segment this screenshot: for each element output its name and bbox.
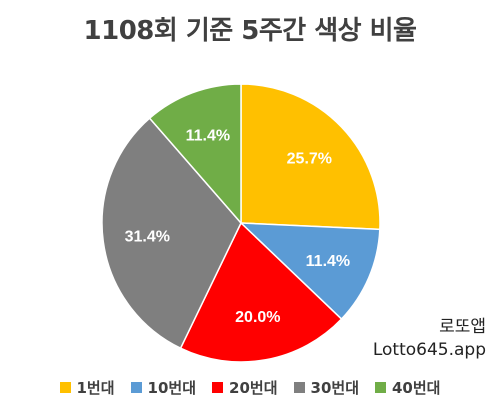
pie-slice-1 bbox=[240, 83, 381, 231]
legend-swatch-10 bbox=[130, 382, 142, 393]
legend-swatch-20 bbox=[212, 382, 224, 393]
legend-swatch-1 bbox=[59, 382, 71, 393]
legend-item-10: 10번대 bbox=[130, 377, 197, 398]
legend-label-40: 40번대 bbox=[392, 379, 441, 397]
pie-slice-20 bbox=[179, 221, 343, 363]
legend-item-40: 40번대 bbox=[375, 377, 440, 398]
chart-title: 1108회 기준 5주간 색상 비율 bbox=[83, 16, 417, 46]
legend-label-1: 1번대 bbox=[76, 379, 115, 397]
legend: 1번대 10번대 20번대 30번대 40번대 bbox=[0, 377, 500, 398]
pie-slice-10 bbox=[239, 222, 381, 321]
watermark-url: Lotto645.app bbox=[372, 340, 486, 360]
legend-item-20: 20번대 bbox=[212, 377, 278, 398]
watermark-korean: 로또앱 bbox=[439, 317, 486, 337]
legend-item-1: 1번대 bbox=[59, 377, 115, 398]
pie-label-40: 11.4% bbox=[186, 127, 230, 144]
legend-label-10: 10번대 bbox=[147, 379, 197, 397]
pie-slice-40 bbox=[148, 83, 242, 226]
pie-label-30: 31.4% bbox=[125, 229, 170, 246]
pie-label-20: 20.0% bbox=[235, 309, 280, 326]
legend-label-30: 30번대 bbox=[310, 379, 359, 397]
pie-label-1: 25.7% bbox=[287, 151, 332, 168]
legend-label-20: 20번대 bbox=[229, 379, 278, 397]
legend-item-30: 30번대 bbox=[293, 377, 359, 398]
pie-label-10: 11.4% bbox=[306, 253, 350, 270]
legend-swatch-30 bbox=[293, 382, 305, 393]
pie-slice-30 bbox=[101, 117, 242, 350]
legend-swatch-40 bbox=[375, 382, 386, 393]
